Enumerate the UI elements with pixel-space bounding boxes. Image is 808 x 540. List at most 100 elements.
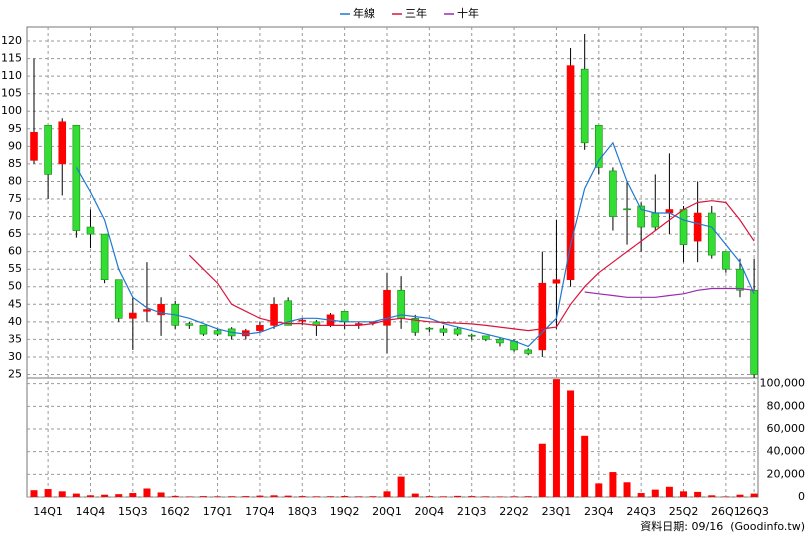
candle-body [284,300,292,326]
y-tick-label: 70 [8,210,22,223]
candle-body [298,319,307,322]
volume-bar [171,495,179,497]
legend-label: 年線 [353,6,375,20]
volume-bar [468,496,476,497]
ma-line [75,141,755,348]
x-tick-label: 19Q2 [330,505,360,518]
candle-body [100,233,109,281]
x-tick-label: 23Q4 [584,505,614,518]
volume-bar [651,489,659,497]
volume-bar [355,496,363,497]
x-tick-label: 17Q4 [245,505,275,518]
x-tick-label: 18Q3 [287,505,317,518]
candle-body [397,289,405,319]
x-tick-label: 26Q1 [711,505,741,518]
legend-label: 三年 [405,6,427,20]
y-tick-label: 55 [8,262,22,275]
y-tick-label: 35 [8,332,22,345]
volume-bar [383,491,391,497]
volume-bar [129,493,137,497]
candle-body [72,124,81,231]
candle-body [594,124,603,168]
candle-body [157,303,165,316]
volume-bar [115,494,123,497]
candle-body [538,282,547,351]
candle-body [340,311,349,323]
x-tick-label: 15Q3 [118,505,148,518]
candle-body [722,251,730,270]
candle-body [693,212,702,242]
x-tick-label: 17Q1 [203,505,233,518]
legend-label: 十年 [457,6,479,20]
y-tick-label: 50 [8,280,22,293]
ma-line [584,287,755,298]
volume-tick-label: 20,000 [767,467,806,480]
volume-bar [30,490,38,497]
ma-line [188,200,755,332]
volume-bar [72,493,80,497]
volume-bar [524,496,532,497]
volume-bar [722,496,730,497]
volume-bar [680,491,688,497]
y-tick-label: 115 [1,52,22,65]
volume-bar [567,390,575,497]
plot-frame [26,26,759,498]
volume-bar [665,486,673,497]
volume-bar [199,496,207,497]
volume-bar [411,493,419,497]
y-tick-label: 65 [8,227,22,240]
candle-body [453,328,462,335]
volume-bar [637,493,645,497]
candle-body [256,325,264,331]
candle-body [736,268,744,291]
volume-bar [609,472,617,497]
volume-bar [101,494,109,497]
volume-bar [185,496,193,497]
y-tick-label: 25 [8,367,22,380]
volume-tick-label: 60,000 [767,422,806,435]
y-tick-label: 45 [8,297,22,310]
candle-body [524,349,533,354]
footer: 資料日期: 09/16 (Goodinfo.tw) [640,519,805,533]
candle-body [185,323,194,326]
candle-body [270,303,278,326]
y-tick-label: 80 [8,174,22,187]
volume-bar [581,435,589,497]
candle-body [580,68,589,144]
candle-body [44,124,52,175]
x-tick-label: 20Q1 [372,505,402,518]
volume-bar [439,496,447,497]
x-tick-label: 16Q2 [160,505,190,518]
y-tick-label: 95 [8,122,22,135]
volume-bar [750,493,758,497]
volume-bar [341,495,349,497]
volume-bar [143,488,151,497]
volume-bar [86,495,94,497]
volume-bar [327,496,335,497]
x-tick-label: 14Q4 [76,505,106,518]
candle-body [566,65,575,281]
candle-body [411,318,420,333]
candle-body [199,325,208,335]
candle-body [213,330,222,335]
y-tick-label: 90 [8,139,22,152]
volume-bar [214,496,222,497]
volume-bar [44,489,52,497]
x-tick-label: 24Q3 [626,505,656,518]
volume-bar [595,483,603,497]
volume-bar [369,496,377,497]
volume-bar [496,496,504,497]
candle-body [496,339,504,344]
volume-bar [397,476,405,497]
volume-bar [454,495,462,497]
y-tick-label: 100 [1,104,22,117]
candle-body [383,289,391,326]
candle-body [30,132,38,161]
volume-bar [58,491,66,497]
candle-body [439,328,448,333]
y-tick-label: 110 [1,69,22,82]
y-tick-label: 105 [1,87,22,100]
candle-body [86,226,95,235]
